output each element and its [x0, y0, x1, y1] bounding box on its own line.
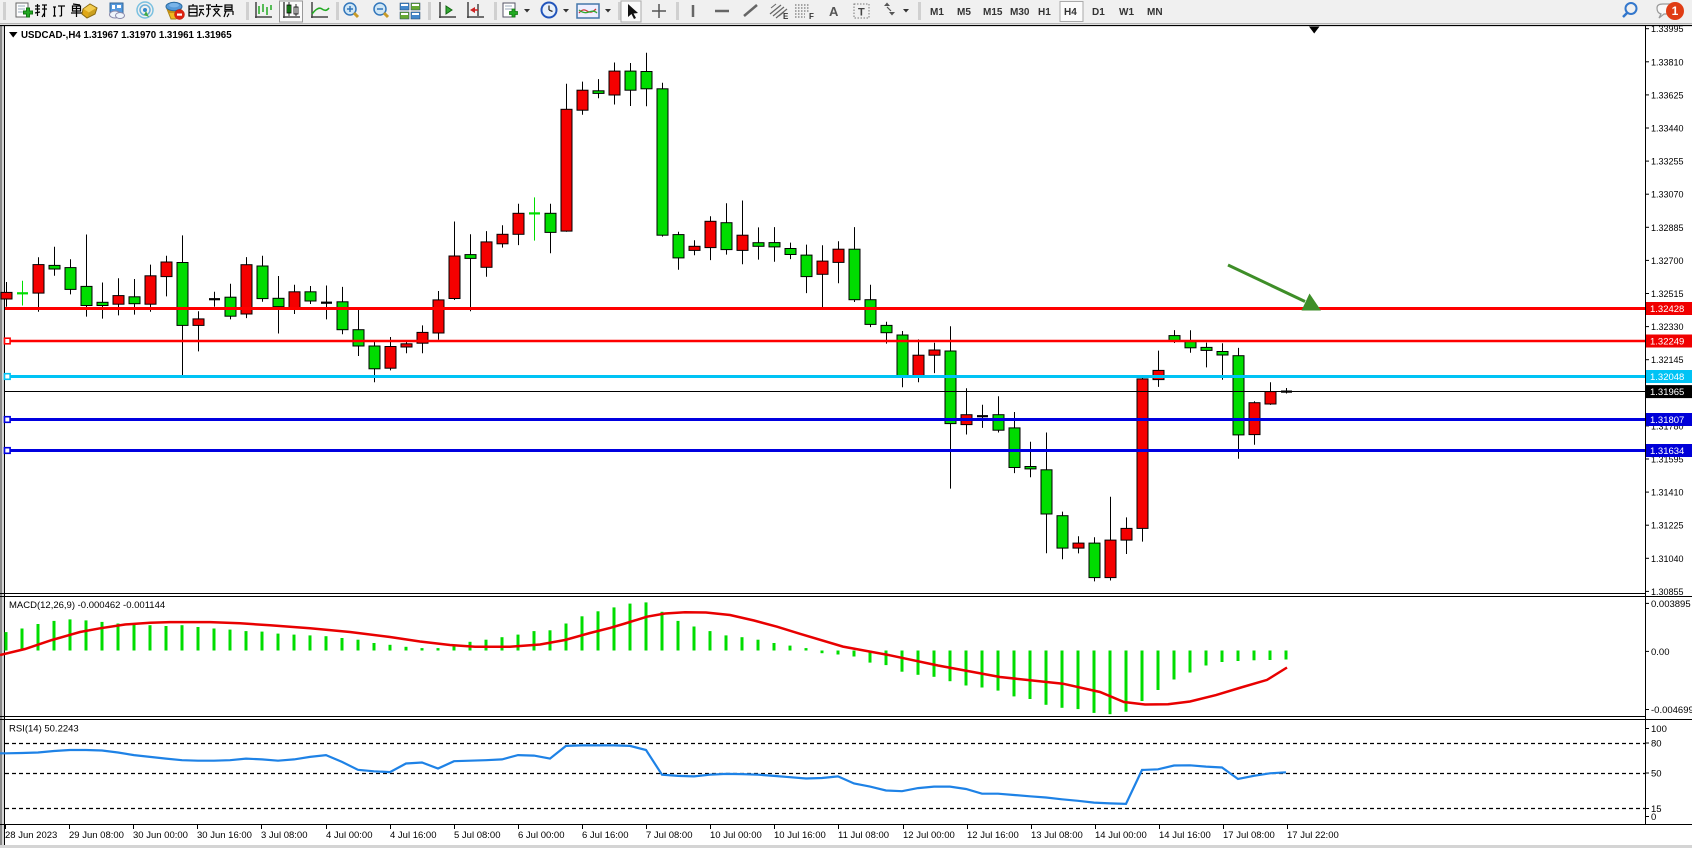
svg-text:1.33070: 1.33070: [1651, 190, 1684, 200]
svg-text:30 Jun 16:00: 30 Jun 16:00: [197, 830, 252, 841]
svg-text:4 Jul 00:00: 4 Jul 00:00: [326, 830, 372, 841]
svg-text:14 Jul 16:00: 14 Jul 16:00: [1159, 830, 1211, 841]
svg-text:6 Jul 16:00: 6 Jul 16:00: [582, 830, 628, 841]
svg-text:28 Jun 2023: 28 Jun 2023: [5, 830, 57, 841]
svg-text:1.33810: 1.33810: [1651, 57, 1684, 67]
svg-text:12 Jul 00:00: 12 Jul 00:00: [903, 830, 955, 841]
svg-text:M15: M15: [983, 7, 1003, 18]
svg-text:6 Jul 00:00: 6 Jul 00:00: [518, 830, 564, 841]
svg-text:1.32885: 1.32885: [1651, 223, 1684, 233]
svg-text:4 Jul 16:00: 4 Jul 16:00: [390, 830, 436, 841]
svg-text:1.31040: 1.31040: [1651, 554, 1684, 564]
svg-text:1.33625: 1.33625: [1651, 90, 1684, 100]
svg-text:A: A: [829, 4, 839, 19]
svg-text:0.00: 0.00: [1651, 647, 1670, 658]
svg-text:1.31780: 1.31780: [1651, 421, 1684, 431]
svg-text:1.33255: 1.33255: [1651, 157, 1684, 167]
svg-text:50: 50: [1651, 769, 1662, 780]
svg-text:100: 100: [1651, 724, 1667, 735]
svg-text:1.32048: 1.32048: [1650, 372, 1684, 383]
svg-text:M5: M5: [957, 7, 971, 18]
svg-text:17 Jul 22:00: 17 Jul 22:00: [1287, 830, 1339, 841]
svg-text:12 Jul 16:00: 12 Jul 16:00: [967, 830, 1019, 841]
svg-text:-0.004699: -0.004699: [1651, 705, 1692, 716]
svg-text:1.32428: 1.32428: [1650, 304, 1684, 315]
svg-text:MN: MN: [1147, 7, 1163, 18]
svg-text:T: T: [858, 7, 865, 19]
svg-text:14 Jul 00:00: 14 Jul 00:00: [1095, 830, 1147, 841]
svg-text:1.31807: 1.31807: [1650, 415, 1684, 426]
svg-text:D1: D1: [1092, 7, 1105, 18]
svg-text:1.32145: 1.32145: [1651, 355, 1684, 365]
svg-text:80: 80: [1651, 739, 1662, 750]
svg-text:M1: M1: [930, 7, 944, 18]
svg-text:10 Jul 16:00: 10 Jul 16:00: [774, 830, 826, 841]
svg-text:1.33995: 1.33995: [1651, 24, 1684, 34]
svg-text:11 Jul 08:00: 11 Jul 08:00: [838, 830, 889, 841]
svg-text:H4: H4: [1064, 7, 1077, 18]
svg-text:17 Jul 08:00: 17 Jul 08:00: [1223, 830, 1275, 841]
svg-text:1.30855: 1.30855: [1651, 587, 1684, 597]
svg-text:30 Jun 00:00: 30 Jun 00:00: [133, 830, 188, 841]
svg-text:F: F: [809, 12, 814, 21]
svg-text:1.33440: 1.33440: [1651, 124, 1684, 134]
svg-text:USDCAD-,H4 1.31967 1.31970 1.: USDCAD-,H4 1.31967 1.31970 1.31961 1.319…: [21, 30, 232, 41]
svg-text:1.31410: 1.31410: [1651, 488, 1684, 498]
svg-text:E: E: [783, 12, 789, 21]
svg-text:1.31634: 1.31634: [1650, 446, 1684, 457]
svg-text:1: 1: [1672, 4, 1679, 18]
svg-text:0.003895: 0.003895: [1651, 599, 1691, 610]
svg-text:29 Jun 08:00: 29 Jun 08:00: [69, 830, 124, 841]
svg-text:3 Jul 08:00: 3 Jul 08:00: [261, 830, 307, 841]
svg-text:1.31965: 1.31965: [1650, 387, 1684, 398]
svg-text:M30: M30: [1010, 7, 1030, 18]
svg-text:MACD(12,26,9) -0.000462 -0.001: MACD(12,26,9) -0.000462 -0.001144: [9, 600, 165, 611]
svg-text:0: 0: [1651, 812, 1656, 823]
svg-text:5 Jul 08:00: 5 Jul 08:00: [454, 830, 500, 841]
svg-text:15: 15: [1651, 804, 1662, 815]
svg-text:1.32515: 1.32515: [1651, 289, 1684, 299]
svg-text:RSI(14) 50.2243: RSI(14) 50.2243: [9, 724, 79, 735]
svg-text:13 Jul 08:00: 13 Jul 08:00: [1031, 830, 1083, 841]
svg-text:10 Jul 00:00: 10 Jul 00:00: [710, 830, 762, 841]
svg-text:7 Jul 08:00: 7 Jul 08:00: [646, 830, 692, 841]
svg-text:1.32249: 1.32249: [1650, 337, 1684, 348]
svg-text:1.31225: 1.31225: [1651, 521, 1684, 531]
svg-text:W1: W1: [1119, 7, 1134, 18]
svg-text:1.32330: 1.32330: [1651, 322, 1684, 332]
svg-text:H1: H1: [1038, 7, 1051, 18]
svg-text:1.32700: 1.32700: [1651, 256, 1684, 266]
svg-text:1.31595: 1.31595: [1651, 455, 1684, 465]
